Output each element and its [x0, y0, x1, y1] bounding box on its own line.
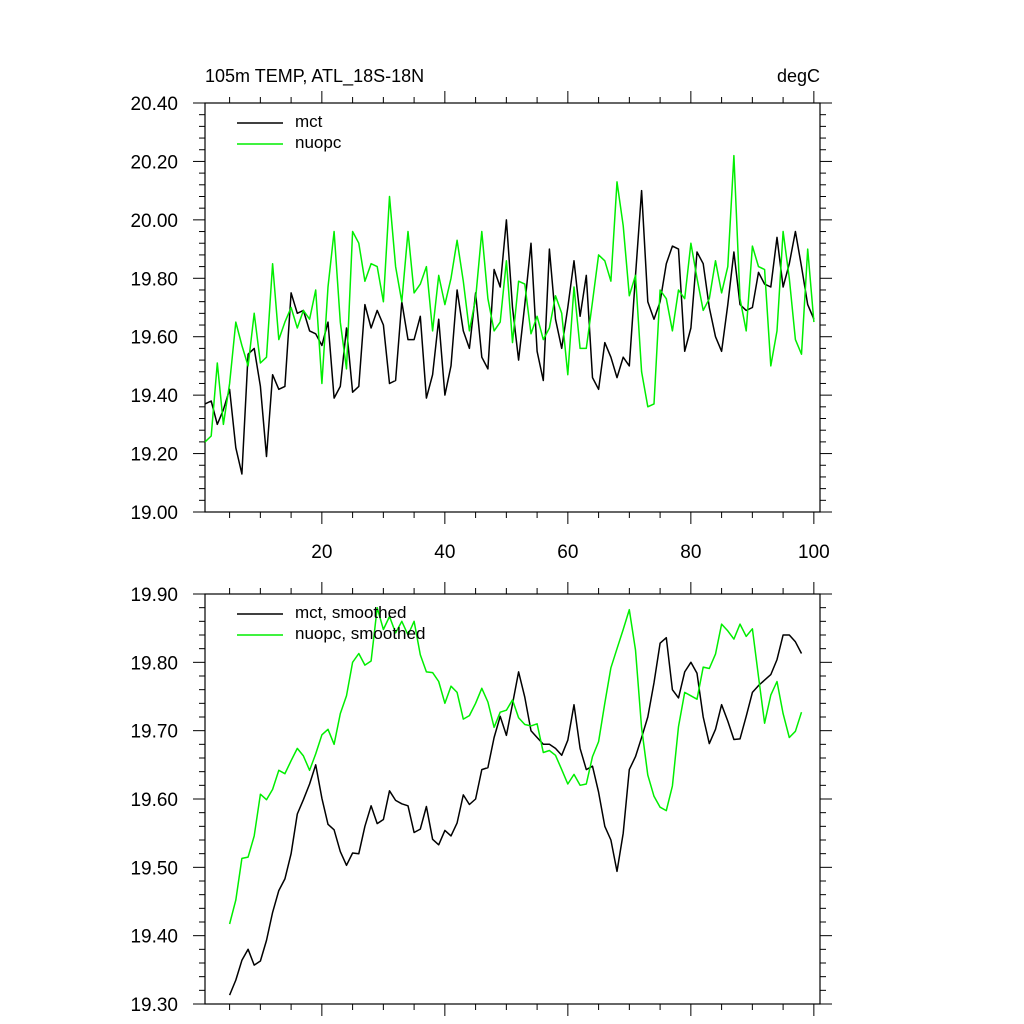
top-y-tick-label: 19.20	[130, 445, 178, 466]
bottom-y-tick-label: 19.70	[130, 722, 178, 743]
units-label: degC	[777, 66, 820, 86]
bottom-panel: 19.30 19.40 19.50 19.60 19.70 19.80 19.90 mct, …	[130, 582, 832, 1016]
top-y-tick-label: 20.00	[130, 211, 178, 232]
top-x-tick-label: 60	[557, 542, 578, 563]
bottom-series-line-nuopc	[228, 606, 803, 925]
bottom-series-line-mct	[228, 634, 803, 996]
bottom-y-tick-label: 19.30	[130, 995, 178, 1016]
bottom-y-tick-label: 19.40	[130, 927, 178, 948]
top-x-tick-label: 20	[311, 542, 332, 563]
top-legend-label: mct	[295, 112, 323, 131]
top-y-tick-label: 19.40	[130, 386, 178, 407]
top-plot-frame	[204, 102, 821, 513]
top-series-line-mct	[204, 189, 815, 475]
bottom-plot-frame	[204, 593, 821, 1005]
top-panel: 19.00 19.20 19.40 19.60 19.80 20.00 20.20 20.40…	[130, 66, 832, 563]
top-y-tick-label: 20.20	[130, 152, 178, 173]
bottom-y-tick-label: 19.60	[130, 790, 178, 811]
bottom-legend-label: mct, smoothed	[295, 603, 407, 622]
top-y-tick-label: 19.60	[130, 328, 178, 349]
top-y-tick-label: 20.40	[130, 94, 178, 115]
top-x-tick-label: 40	[434, 542, 455, 563]
top-legend-label: nuopc	[295, 133, 342, 152]
top-x-tick-label: 80	[680, 542, 701, 563]
top-y-tick-label: 19.80	[130, 269, 178, 290]
top-x-tick-label: 100	[798, 542, 830, 563]
bottom-legend-label: nuopc, smoothed	[295, 624, 425, 643]
top-y-tick-label: 19.00	[130, 503, 178, 524]
bottom-y-tick-label: 19.50	[130, 858, 178, 879]
bottom-y-tick-label: 19.80	[130, 653, 178, 674]
chart-title: 105m TEMP, ATL_18S-18N	[205, 66, 424, 87]
bottom-y-tick-label: 19.90	[130, 585, 178, 606]
top-series-line-nuopc	[204, 154, 815, 443]
